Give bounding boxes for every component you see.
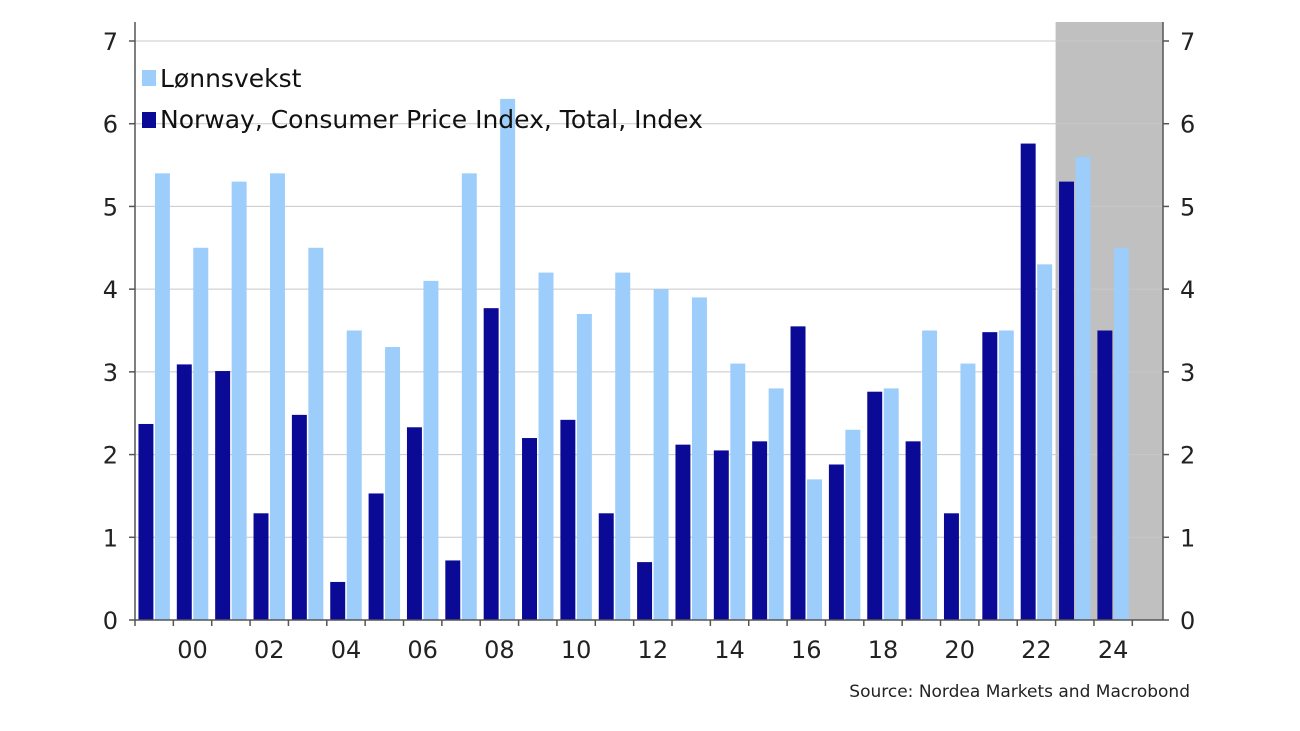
x-tick-label: 14 [714,636,745,664]
bar-cpi-2001 [215,371,231,620]
bar-lonnsvekst-2023 [1075,156,1091,621]
y-tick-label-left: 1 [103,524,118,552]
bar-cpi-2008 [483,308,499,620]
bar-lonnsvekst-2017 [845,429,861,620]
bar-cpi-2017 [828,464,844,620]
bar-cpi-2024 [1097,330,1113,620]
bar-lonnsvekst-2011 [615,272,631,620]
bar-cpi-2018 [867,391,883,620]
y-tick-label-left: 2 [103,442,118,470]
bar-lonnsvekst-2022 [1037,264,1053,620]
bar-lonnsvekst-2024 [1113,247,1129,621]
bar-cpi-2011 [598,513,614,620]
bars [138,98,1129,621]
x-tick-label: 00 [177,636,208,664]
y-tick-label-right: 4 [1180,276,1195,304]
bar-lonnsvekst-2002 [270,173,285,621]
bar-cpi-2014 [713,450,729,620]
bar-lonnsvekst-2012 [653,289,669,620]
y-tick-label-left: 3 [103,359,118,387]
bar-lonnsvekst-2016 [807,479,822,620]
y-tick-label-left: 0 [103,607,118,635]
y-tick-label-left: 5 [103,193,118,221]
x-tick-label: 22 [1021,636,1052,664]
bar-cpi-2019 [905,441,921,620]
bar-lonnsvekst-2020 [960,363,976,620]
bar-lonnsvekst-2008 [500,98,516,620]
y-tick-label-right: 5 [1180,193,1195,221]
x-tick-label: 04 [331,636,362,664]
x-tick-label: 24 [1098,636,1129,664]
x-tick-label: 20 [944,636,975,664]
legend-swatch-cpi [142,112,156,128]
bar-lonnsvekst-1999 [154,173,170,621]
bar-cpi-2015 [752,441,768,620]
bar-lonnsvekst-2010 [576,313,592,620]
bar-lonnsvekst-2013 [691,297,707,620]
bar-cpi-2023 [1059,181,1075,620]
bar-lonnsvekst-2004 [346,330,362,620]
bar-lonnsvekst-2000 [193,247,209,621]
legend-swatch-lonnsvekst [142,70,156,86]
bar-cpi-2002 [253,513,269,620]
bar-lonnsvekst-2006 [423,280,439,620]
source-note: Source: Nordea Markets and Macrobond [849,682,1190,702]
y-tick-label-right: 7 [1180,28,1195,56]
y-tick-label-right: 2 [1180,442,1195,470]
bar-cpi-2007 [445,560,461,620]
bar-cpi-2020 [943,513,959,620]
x-tick-label: 18 [868,636,899,664]
bar-lonnsvekst-2009 [538,272,554,620]
bar-lonnsvekst-2014 [730,363,746,620]
x-tick-label: 16 [791,636,822,664]
legend-label-lonnsvekst: Lønnsvekst [160,64,302,93]
bar-lonnsvekst-2007 [461,173,477,621]
bar-cpi-2003 [291,414,307,620]
bar-cpi-2005 [368,493,384,620]
x-tick-label: 08 [484,636,515,664]
bar-lonnsvekst-2021 [998,330,1014,620]
bar-cpi-2000 [176,364,192,620]
bar-lonnsvekst-2019 [922,330,938,620]
legend-label-cpi: Norway, Consumer Price Index, Total, Ind… [160,105,703,134]
bar-cpi-2022 [1020,143,1036,620]
y-tick-label-right: 1 [1180,524,1195,552]
bar-cpi-2004 [330,581,346,620]
bar-cpi-2010 [560,419,576,620]
y-tick-label-left: 6 [103,111,118,139]
x-tick-label: 10 [561,636,592,664]
bar-lonnsvekst-2018 [883,388,899,620]
y-tick-label-right: 6 [1180,111,1195,139]
bar-cpi-1999 [138,423,154,620]
bar-lonnsvekst-2001 [231,181,247,620]
y-tick-label-right: 3 [1180,359,1195,387]
axes: 0 01 12 23 34 45 56 67 700 02 04 06 08 10 12 14 16 18 20 22… [103,22,1195,664]
bar-lonnsvekst-2015 [768,388,784,620]
bar-cpi-2013 [675,444,691,620]
legend: Lønnsvekst Norway, Consumer Price Index,… [142,64,703,134]
bar-cpi-2016 [790,326,806,620]
x-tick-label: 02 [254,636,285,664]
y-tick-label-right: 0 [1180,607,1195,635]
x-tick-label: 06 [407,636,438,664]
bar-cpi-2009 [522,438,537,620]
bar-cpi-2012 [637,562,653,620]
bar-lonnsvekst-2003 [308,247,324,621]
x-tick-label: 12 [638,636,669,664]
bar-lonnsvekst-2005 [385,347,401,620]
y-tick-label-left: 4 [103,276,118,304]
bar-cpi-2021 [982,332,998,620]
y-tick-label-left: 7 [103,28,118,56]
bar-cpi-2006 [406,427,422,620]
